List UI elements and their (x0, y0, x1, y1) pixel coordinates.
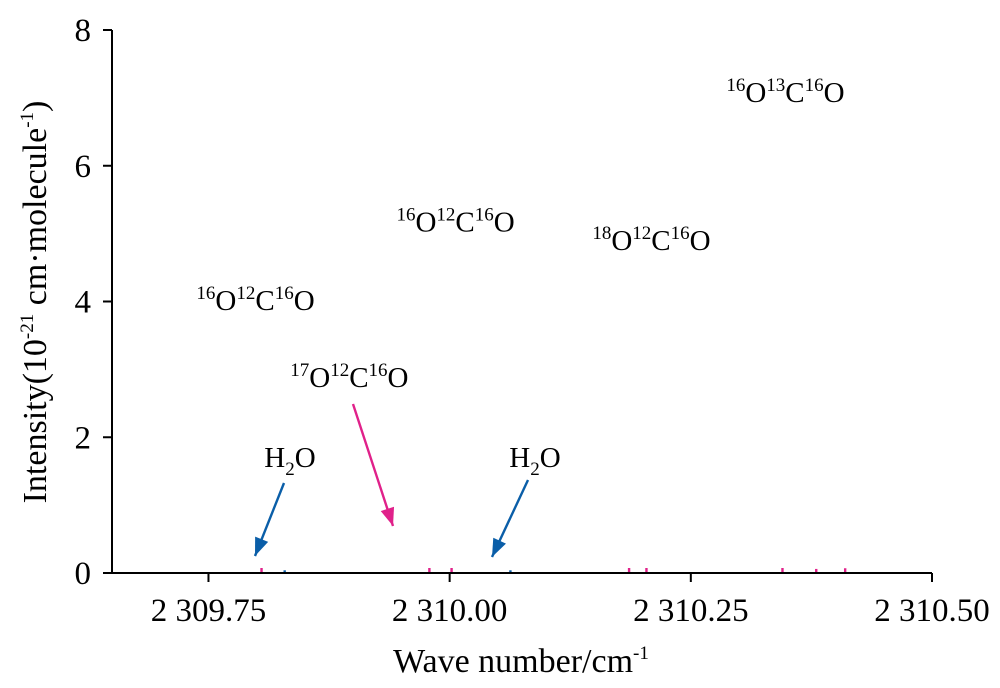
y-axis-title-sup2: -1 (17, 112, 38, 128)
y-axis-title-post: ) (17, 101, 54, 112)
element-symbol: C (455, 206, 474, 238)
annotation-arrow-head (492, 537, 506, 557)
h2o-label: H2O (264, 442, 315, 480)
isotopologue-label: 16O12C16O (396, 204, 514, 238)
element-symbol: O (415, 206, 436, 238)
y-axis-title-sup1: -21 (17, 314, 38, 339)
x-axis-title-sup: -1 (633, 643, 649, 664)
element-symbol: O (494, 206, 515, 238)
isotope-mass: 16 (196, 283, 215, 304)
isotopologue-label: 16O13C16O (726, 75, 844, 109)
element-symbol: C (255, 285, 274, 317)
isotopologue-label: 17O12C16O (290, 360, 408, 394)
element-symbol: H (509, 442, 530, 474)
isotope-mass: 16 (475, 204, 494, 225)
annotation-arrow-head (255, 536, 269, 556)
isotope-mass: 16 (671, 223, 690, 244)
element-symbol: O (540, 442, 561, 474)
x-tick-label: 2 310.00 (392, 593, 508, 629)
isotopologue-label: 16O12C16O (196, 283, 314, 317)
annotation-arrow-shaft (351, 403, 395, 527)
y-tick-label: 4 (75, 285, 92, 321)
element-symbol: C (349, 362, 368, 394)
isotope-mass: 16 (726, 75, 745, 96)
element-symbol: O (215, 285, 236, 317)
element-symbol: O (295, 442, 316, 474)
y-tick-label: 6 (75, 149, 92, 185)
isotope-mass: 12 (436, 204, 455, 225)
element-symbol: O (745, 77, 766, 109)
h2o-label: H2O (509, 442, 560, 480)
x-tick-label: 2 310.50 (874, 593, 990, 629)
element-symbol: O (309, 362, 330, 394)
isotope-mass: 16 (396, 204, 415, 225)
element-symbol: O (690, 225, 711, 257)
isotope-mass: 13 (766, 75, 785, 96)
x-axis-title-main: Wave number/cm (393, 643, 633, 680)
isotopologue-label: 18O12C16O (592, 223, 710, 257)
x-axis-title: Wave number/cm-1 (393, 643, 649, 680)
isotope-mass: 12 (330, 360, 349, 381)
y-tick-label: 2 (75, 420, 92, 456)
ticks: 0 2 4 6 8 2 309.75 2 310.00 2 310.25 2 310.50 (75, 13, 990, 629)
annotation-arrow-head (380, 506, 395, 526)
isotope-mass: 18 (592, 223, 611, 244)
element-symbol: O (388, 362, 409, 394)
y-tick-label: 8 (75, 13, 92, 49)
element-symbol: O (294, 285, 315, 317)
element-symbol: O (824, 77, 845, 109)
x-tick-label: 2 309.75 (151, 593, 267, 629)
subscript: 2 (285, 459, 295, 480)
y-tick-label: 0 (75, 556, 92, 592)
isotope-mass: 17 (290, 360, 309, 381)
y-axis-title-pre: Intensity(10 (17, 339, 54, 503)
isotope-mass: 16 (275, 283, 294, 304)
isotope-mass: 12 (236, 283, 255, 304)
isotope-mass: 16 (805, 75, 824, 96)
x-tick-label: 2 310.25 (633, 593, 749, 629)
element-symbol: C (651, 225, 670, 257)
y-axis-title: Intensity(10-21 cm·molecule-1) (17, 101, 54, 504)
element-symbol: C (785, 77, 804, 109)
y-axis-title-mid: cm·molecule (17, 128, 54, 314)
subscript: 2 (530, 459, 540, 480)
element-symbol: O (611, 225, 632, 257)
isotope-mass: 12 (632, 223, 651, 244)
element-symbol: H (264, 442, 285, 474)
isotope-mass: 16 (369, 360, 388, 381)
